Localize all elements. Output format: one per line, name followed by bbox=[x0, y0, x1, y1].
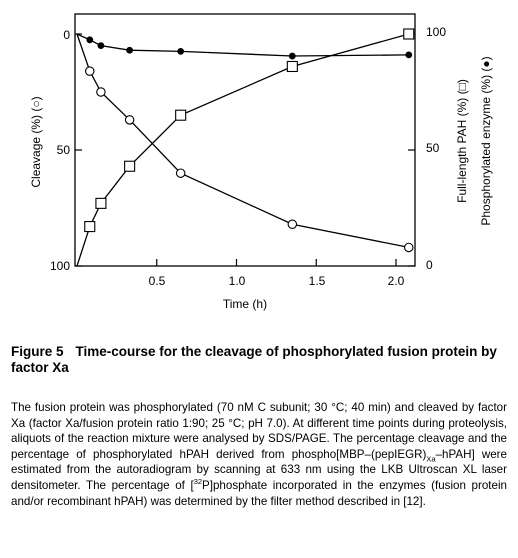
y-left-tick-label: 100 bbox=[50, 259, 70, 273]
series-layer bbox=[76, 28, 415, 267]
figure-title: Time-course for the cleavage of phosphor… bbox=[11, 344, 497, 375]
caption-text-part-2: –hPAH] were estimated from the autoradio… bbox=[11, 447, 507, 492]
open-square-point bbox=[124, 160, 136, 172]
open-square-point bbox=[175, 109, 187, 121]
x-tick-label: 1.0 bbox=[229, 274, 246, 288]
x-tick-label: 0.5 bbox=[149, 274, 166, 288]
y-left-tick-label: 0 bbox=[63, 28, 70, 42]
y-left-tick-label: 50 bbox=[57, 143, 71, 157]
y-right-tick-label: 100 bbox=[426, 25, 446, 39]
filled-circle-point bbox=[126, 46, 134, 54]
open-square-point bbox=[403, 28, 415, 40]
open-circle-point bbox=[124, 115, 135, 125]
open-square-point bbox=[286, 60, 298, 73]
open-circle-point bbox=[96, 87, 106, 97]
figure-label: Figure 5 bbox=[11, 344, 64, 359]
caption-superscript: 32 bbox=[193, 477, 203, 487]
y-right-tick-label: 0 bbox=[426, 258, 433, 272]
y-left-axis-title: Cleavage (%) (○) bbox=[29, 96, 43, 187]
caption-text-part-1: The fusion protein was phosphorylated (7… bbox=[11, 401, 507, 461]
open-circle-point bbox=[85, 66, 95, 76]
caption-subscript: Xa bbox=[426, 454, 436, 464]
open-square-point bbox=[84, 221, 96, 233]
caption-text-part-3: P]phosphate incorporated in the enzymes … bbox=[11, 478, 507, 508]
x-tick-label: 1.5 bbox=[309, 274, 326, 288]
open-circle-point bbox=[175, 168, 186, 178]
filled-circle-series-line bbox=[76, 33, 409, 57]
tick-marks bbox=[75, 33, 415, 267]
x-tick-label: 2.0 bbox=[388, 274, 405, 288]
x-axis-title: Time (h) bbox=[223, 297, 267, 311]
plot-frame bbox=[74, 13, 416, 267]
filled-circle-point bbox=[86, 36, 94, 44]
filled-circle-point bbox=[177, 48, 185, 55]
filled-circle-point bbox=[288, 52, 296, 60]
tick-labels: 0.5 1.0 1.5 2.0 0 50 100 100 50 0 Time (… bbox=[29, 25, 493, 311]
y-right-tick-label: 50 bbox=[426, 141, 440, 155]
y-right-axis-title-1: Full-length PAH (%) (□) bbox=[455, 79, 469, 203]
figure-caption-title: Figure 5 Time-course for the cleavage of … bbox=[11, 344, 507, 376]
chart-svg: 0.5 1.0 1.5 2.0 0 50 100 100 50 0 Time (… bbox=[29, 13, 493, 311]
filled-circle-point bbox=[97, 42, 105, 49]
open-square-point bbox=[95, 197, 107, 209]
figure-caption-body: The fusion protein was phosphorylated (7… bbox=[11, 400, 507, 509]
y-right-axis-title-2: Phosphorylated enzyme (%) (●) bbox=[479, 56, 493, 225]
filled-circle-point bbox=[405, 51, 413, 59]
open-square-series-line bbox=[76, 33, 409, 267]
open-circle-point bbox=[287, 219, 298, 229]
open-circle-series-line bbox=[76, 33, 409, 249]
open-circle-point bbox=[404, 242, 414, 253]
figure-chart: 0.5 1.0 1.5 2.0 0 50 100 100 50 0 Time (… bbox=[29, 13, 493, 311]
